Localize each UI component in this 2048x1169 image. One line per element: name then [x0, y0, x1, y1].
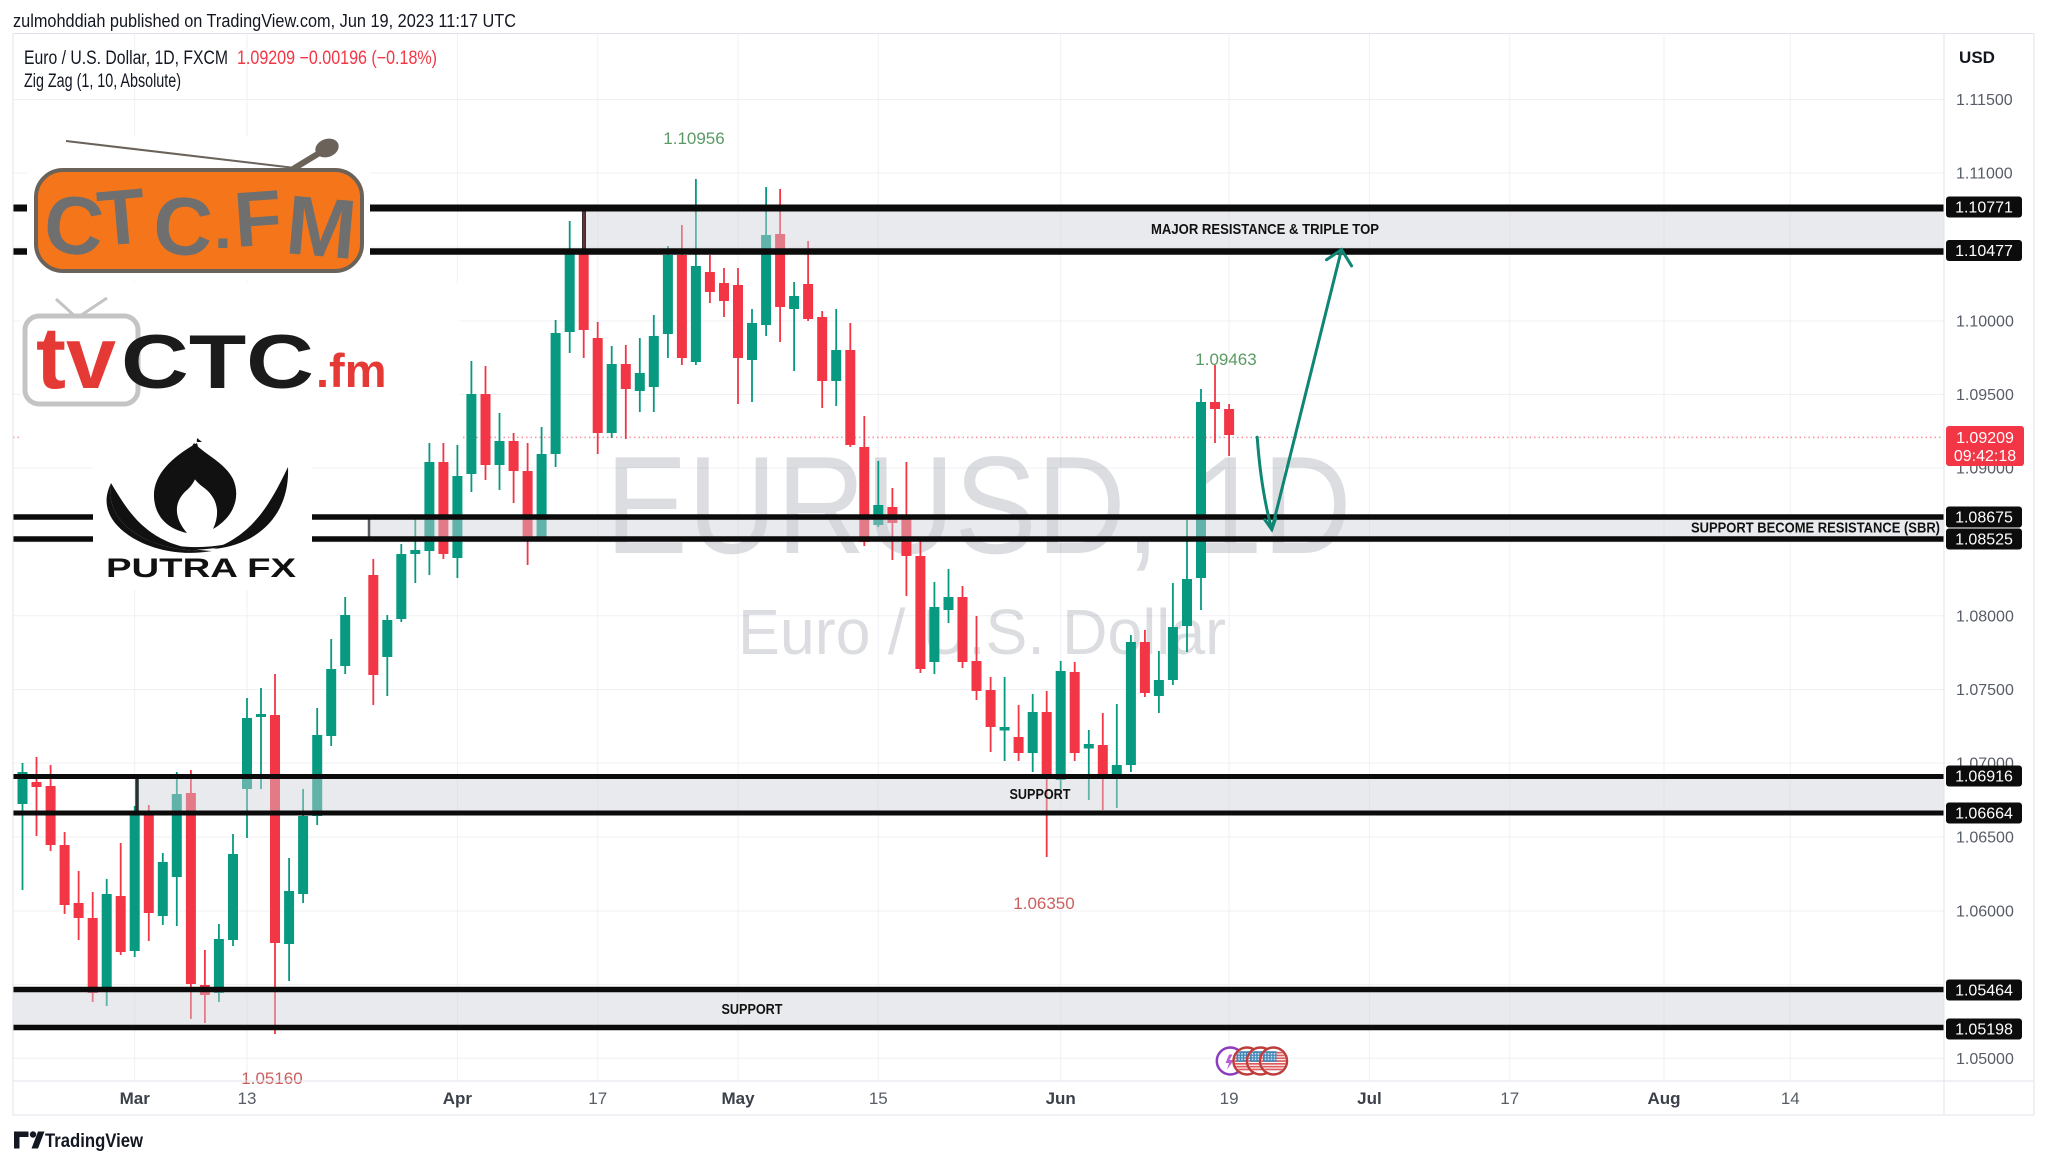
- svg-text:1.06916: 1.06916: [1955, 769, 2013, 786]
- svg-text:Zig Zag (1, 10, Absolute): Zig Zag (1, 10, Absolute): [24, 71, 181, 92]
- svg-text:SUPPORT: SUPPORT: [722, 1001, 783, 1018]
- svg-text:1.05198: 1.05198: [1955, 1022, 2013, 1039]
- svg-text:13: 13: [238, 1089, 257, 1108]
- svg-text:1.11000: 1.11000: [1956, 166, 2013, 183]
- svg-text:15: 15: [869, 1089, 888, 1108]
- svg-text:Apr: Apr: [443, 1089, 473, 1108]
- svg-text:CTC: CTC: [121, 320, 314, 405]
- svg-text:zulmohddiah published on Tradi: zulmohddiah published on TradingView.com…: [13, 11, 516, 31]
- svg-text:09:42:18: 09:42:18: [1954, 448, 2016, 465]
- svg-text:1.10956: 1.10956: [663, 129, 724, 148]
- svg-text:19: 19: [1220, 1089, 1239, 1108]
- svg-text:14: 14: [1781, 1089, 1800, 1108]
- svg-text:1.05000: 1.05000: [1956, 1051, 2014, 1068]
- svg-text:TradingView: TradingView: [45, 1130, 144, 1152]
- svg-text:C: C: [151, 180, 215, 274]
- svg-text:1.10000: 1.10000: [1956, 314, 2014, 331]
- svg-text:1.05160: 1.05160: [241, 1069, 302, 1088]
- svg-text:1.06500: 1.06500: [1956, 830, 2014, 847]
- svg-text:.: .: [214, 190, 232, 262]
- svg-text:M: M: [282, 177, 360, 277]
- svg-text:1.11500: 1.11500: [1956, 92, 2013, 109]
- svg-text:USD: USD: [1959, 48, 1995, 67]
- svg-text:1.06000: 1.06000: [1956, 904, 2014, 921]
- svg-text:Jun: Jun: [1046, 1089, 1076, 1108]
- svg-text:EURUSD, 1D: EURUSD, 1D: [606, 428, 1352, 583]
- svg-text:SUPPORT: SUPPORT: [1010, 786, 1071, 803]
- svg-text:MAJOR RESISTANCE & TRIPLE TOP: MAJOR RESISTANCE & TRIPLE TOP: [1151, 221, 1379, 238]
- svg-text:Aug: Aug: [1647, 1089, 1680, 1108]
- svg-text:1.06350: 1.06350: [1013, 894, 1074, 913]
- svg-text:Euro / U.S. Dollar, 1D, FXCM: Euro / U.S. Dollar, 1D, FXCM: [24, 48, 228, 69]
- svg-text:1.05464: 1.05464: [1955, 983, 2013, 1000]
- svg-text:1.09500: 1.09500: [1956, 387, 2014, 404]
- svg-text:1.07500: 1.07500: [1956, 682, 2014, 699]
- svg-text:C: C: [40, 178, 107, 274]
- svg-text:May: May: [721, 1089, 755, 1108]
- svg-text:.fm: .fm: [316, 344, 387, 397]
- svg-text:F: F: [231, 173, 285, 264]
- svg-text:Mar: Mar: [120, 1089, 151, 1108]
- svg-text:PUTRA FX: PUTRA FX: [106, 553, 296, 583]
- svg-text:1.09209: 1.09209: [1956, 430, 2014, 447]
- svg-text:tv: tv: [36, 308, 116, 407]
- svg-text:Euro / U.S. Dollar: Euro / U.S. Dollar: [738, 596, 1226, 668]
- svg-text:SUPPORT BECOME RESISTANCE (SBR: SUPPORT BECOME RESISTANCE (SBR): [1691, 520, 1940, 537]
- svg-text:17: 17: [588, 1089, 607, 1108]
- svg-text:1.09463: 1.09463: [1195, 350, 1256, 369]
- svg-text:1.08675: 1.08675: [1955, 510, 2013, 527]
- svg-text:1.09209 −0.00196 (−0.18%): 1.09209 −0.00196 (−0.18%): [237, 48, 437, 69]
- svg-text:1.08000: 1.08000: [1956, 608, 2014, 625]
- svg-text:T: T: [94, 171, 149, 263]
- svg-text:Jul: Jul: [1357, 1089, 1382, 1108]
- svg-text:17: 17: [1500, 1089, 1519, 1108]
- svg-text:1.06664: 1.06664: [1955, 806, 2013, 823]
- svg-text:1.10771: 1.10771: [1955, 200, 2013, 217]
- svg-text:1.10477: 1.10477: [1955, 243, 2013, 260]
- svg-text:1.08525: 1.08525: [1955, 532, 2013, 549]
